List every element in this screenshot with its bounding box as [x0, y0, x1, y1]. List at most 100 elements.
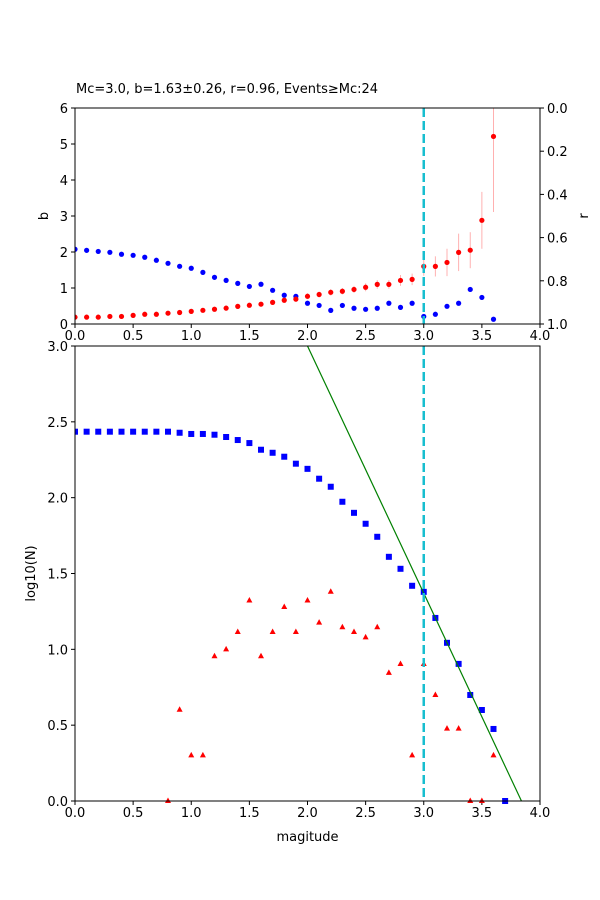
cumulative-point: [223, 434, 230, 440]
x-tick-label: 3.0: [413, 806, 434, 821]
cumulative-point: [83, 428, 90, 435]
axes-frame: [74, 345, 541, 802]
y-tick-label: 1.5: [47, 568, 68, 583]
non-cumulative-point: [467, 797, 474, 803]
x-tick-label: 1.5: [239, 806, 260, 821]
cumulative-point: [339, 498, 346, 505]
r-point: [200, 269, 206, 275]
r-point: [223, 277, 229, 283]
b-point: [456, 249, 462, 255]
r-point: [130, 252, 136, 258]
r-point: [95, 248, 101, 255]
cumulative-point: [165, 428, 171, 435]
r-point: [84, 247, 90, 253]
cumulative-point: [234, 437, 241, 444]
x-tick-label: 0.5: [123, 329, 144, 344]
cumulative-point: [397, 565, 404, 572]
r-point: [258, 281, 264, 287]
cumulative-point: [281, 453, 288, 460]
cumulative-point: [327, 483, 334, 490]
r-point: [304, 300, 311, 306]
y-tick-label: 6: [60, 102, 68, 117]
b-point: [479, 217, 485, 223]
b-point: [467, 247, 473, 253]
frequency-magnitude-plot: 0.0 0.5 1.0 1.5 2.0 2.5 3.0 3.5 4.0 0.0 0.5 1.0 1.5 2…: [24, 340, 551, 845]
b-point: [490, 133, 497, 140]
y-tick-label: 5: [60, 138, 68, 153]
y-axis-label: log10(N): [24, 545, 39, 601]
r-point: [386, 300, 392, 306]
r-point: [188, 265, 194, 271]
b-point: [95, 314, 101, 320]
cumulative-point: [409, 582, 416, 589]
non-cumulative-point: [258, 652, 264, 659]
y-tick-label: 2.5: [47, 416, 68, 431]
non-cumulative-point: [246, 596, 253, 603]
r-point: [456, 300, 462, 306]
non-cumulative-point: [292, 628, 299, 635]
y-tick-label: 3: [60, 210, 68, 225]
r-point: [235, 280, 241, 286]
non-cumulative-point: [362, 633, 369, 640]
r-point: [328, 307, 334, 313]
cumulative-point: [478, 707, 485, 713]
cumulative-point: [118, 428, 125, 435]
non-cumulative-point: [165, 797, 171, 803]
right-y-tick-label: 0.0: [547, 102, 568, 117]
right-y-tick-label: 0.2: [547, 145, 568, 160]
b-point: [339, 288, 345, 294]
cumulative-point: [362, 520, 369, 527]
x-tick-label: 1.5: [239, 329, 260, 344]
b-point: [165, 310, 171, 316]
cumulative-point: [292, 460, 299, 467]
x-tick-label: 4.0: [530, 806, 551, 821]
r-point: [490, 316, 497, 322]
non-cumulative-point: [281, 603, 288, 610]
non-cumulative-point: [199, 751, 206, 758]
cumulative-point: [374, 533, 381, 540]
b-point: [223, 305, 229, 311]
b-point: [107, 313, 113, 320]
cumulative-point: [141, 428, 148, 435]
r-point: [374, 305, 380, 311]
b-point: [281, 297, 287, 303]
cumulative-point: [385, 553, 392, 560]
b-point: [84, 314, 90, 320]
non-cumulative-point: [176, 706, 183, 712]
b-point: [363, 284, 369, 290]
gr-fit-line: [306, 346, 523, 801]
b-point: [211, 306, 218, 312]
non-cumulative-point: [234, 628, 241, 635]
cumulative-point: [188, 430, 195, 437]
b-point: [328, 289, 334, 295]
r-point: [246, 283, 252, 290]
r-point: [397, 304, 404, 310]
b-point: [118, 313, 125, 320]
y-axis-label: b: [37, 212, 52, 220]
x-tick-label: 0.0: [65, 329, 86, 344]
cumulative-point: [75, 428, 78, 435]
r-point: [281, 292, 287, 298]
b-point: [270, 299, 276, 305]
x-tick-label: 1.0: [181, 329, 202, 344]
cumulative-point: [176, 429, 183, 436]
right-y-axis-label: r: [577, 213, 592, 219]
cumulative-point: [490, 725, 497, 732]
right-y-tick-label: 0.6: [547, 232, 568, 247]
non-cumulative-point: [269, 628, 276, 635]
x-tick-label: 3.5: [472, 806, 493, 821]
b-point: [142, 311, 148, 317]
b-point: [130, 312, 136, 318]
axes-frame: [74, 107, 541, 325]
y-tick-label: 0.0: [47, 795, 68, 810]
b-point: [293, 296, 299, 302]
plot-area: [75, 428, 509, 804]
non-cumulative-point: [351, 628, 357, 635]
r-point: [432, 311, 438, 317]
r-point: [107, 249, 113, 255]
r-point: [339, 302, 345, 309]
non-cumulative-point: [432, 691, 439, 697]
fit-area: [306, 346, 523, 801]
b-point: [246, 302, 252, 308]
